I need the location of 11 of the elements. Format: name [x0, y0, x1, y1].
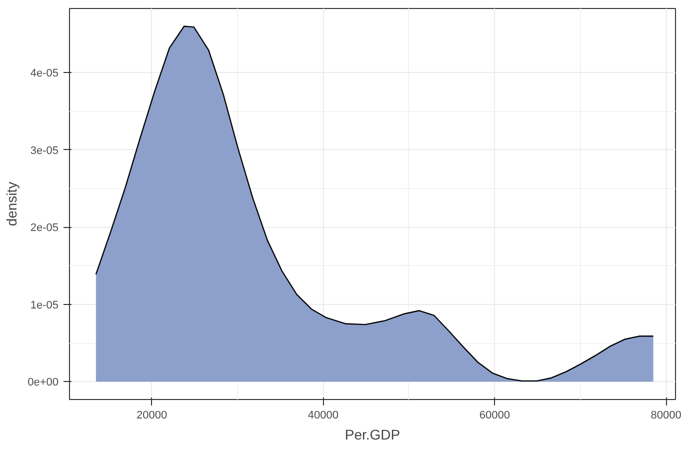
x-tick-label: 40000: [308, 410, 339, 422]
y-axis-title: density: [4, 182, 20, 226]
x-axis-title: Per.GDP: [344, 426, 400, 442]
y-tick-label: 3e-05: [30, 144, 59, 157]
x-tick-label: 20000: [136, 410, 168, 422]
x-tick-label: 60000: [479, 410, 510, 422]
y-tick-label: 2e-05: [30, 222, 59, 234]
y-tick-label: 4e-05: [30, 68, 59, 80]
y-tick-label: 1e-05: [30, 299, 59, 312]
y-tick-label: 0e+00: [28, 376, 59, 389]
x-tick-label: 80000: [650, 410, 682, 422]
